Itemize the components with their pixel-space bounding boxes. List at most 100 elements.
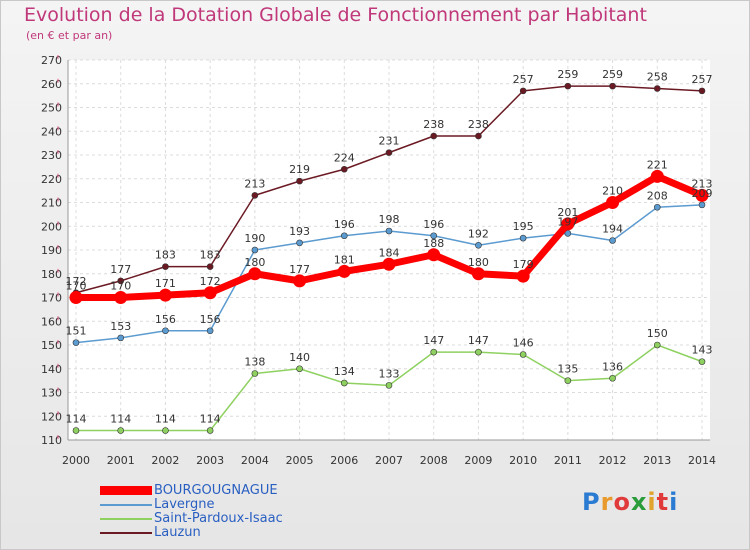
data-label-saint-pardoux-isaac: 140 [289,351,310,364]
data-labels: 172 177 183 183 213 219 224 231 238 238 257 259 259 2… [66,68,713,425]
data-label-lavergne: 193 [289,225,310,238]
data-label-lavergne: 198 [379,213,400,226]
proxiti-logo: Proxiti [582,488,678,516]
point-lauzun [385,149,393,156]
point-bourgougnague [114,291,128,304]
y-tick-label: 170 [41,292,62,305]
point-bourgougnague [695,188,709,202]
point-saint-pardoux-isaac [206,427,214,434]
y-tick-label: 240 [41,125,62,138]
x-tick-label: 2011 [554,454,582,467]
x-tick-label: 2014 [688,454,716,467]
point-saint-pardoux-isaac [653,341,661,349]
data-label-lauzun: 224 [334,151,355,164]
x-tick-label: 2003 [196,454,224,467]
data-label-lauzun: 183 [200,249,221,262]
legend-label-bourgougnague: BOURGOUGNAGUE [154,483,278,498]
point-bourgougnague [69,291,83,304]
data-label-saint-pardoux-isaac: 114 [66,413,87,426]
point-lavergne [698,201,706,209]
x-tick-label: 2006 [330,454,358,467]
data-label-bourgougnague: 210 [602,185,623,198]
point-saint-pardoux-isaac [698,358,706,365]
data-label-bourgougnague: 179 [513,258,534,271]
legend-label-lauzun: Lauzun [154,525,201,540]
y-tick-label: 120 [41,410,62,423]
data-label-lavergne: 196 [423,218,444,231]
chart-subtitle: (en € et par an) [26,29,113,42]
y-tick-label: 150 [41,339,62,352]
x-tick-label: 2012 [599,454,627,467]
y-tick-label: 140 [41,363,62,376]
point-saint-pardoux-isaac [475,348,482,356]
data-label-lavergne: 153 [110,320,131,333]
logo-letter: x [630,488,648,516]
axes: 110 120 130 140 150 160 170 180 190 200 210 220 230 2… [41,54,716,467]
chart-title: Evolution de la Dotation Globale de Fonc… [24,4,647,26]
point-saint-pardoux-isaac [385,382,393,389]
point-lauzun [340,165,348,173]
logo-letter: r [600,488,614,516]
point-lauzun [653,85,661,92]
data-label-saint-pardoux-isaac: 134 [334,365,355,378]
data-label-saint-pardoux-isaac: 136 [602,360,623,373]
point-lauzun [609,82,616,90]
data-label-lavergne: 156 [155,313,176,326]
data-label-lauzun: 257 [513,73,534,86]
x-tick-label: 2000 [62,454,90,467]
data-label-lavergne: 194 [602,223,623,236]
x-tick-label: 2009 [464,454,492,467]
point-saint-pardoux-isaac [609,374,616,382]
point-lauzun [475,132,482,140]
y-tick-label: 210 [41,197,62,210]
y-tick-label: 230 [41,149,62,162]
line-chart: 110 120 130 140 150 160 170 180 190 200 210 220 230 2… [41,54,716,467]
x-tick-label: 2008 [420,454,448,467]
data-label-lauzun: 177 [110,263,131,276]
point-saint-pardoux-isaac [162,427,169,434]
data-label-bourgougnague: 201 [557,206,578,219]
legend-swatch-lauzun [100,532,152,534]
data-label-bourgougnague: 170 [110,280,131,293]
logo-letter: o [613,488,631,516]
y-tick-label: 270 [41,54,62,67]
point-bourgougnague [337,264,351,278]
logo-letter: t [656,488,670,516]
data-label-lauzun: 257 [692,73,713,86]
data-label-lavergne: 195 [513,220,534,233]
point-bourgougnague [650,169,664,183]
point-lavergne [430,232,438,240]
point-bourgougnague [427,248,441,262]
point-lauzun [251,192,259,199]
data-label-lauzun: 183 [155,249,176,262]
point-saint-pardoux-isaac [117,427,125,434]
point-saint-pardoux-isaac [519,351,527,358]
data-label-lavergne: 151 [66,325,87,338]
data-label-lauzun: 238 [423,118,444,131]
y-tick-label: 250 [41,102,62,115]
point-lavergne [206,327,214,335]
grid [68,59,710,441]
data-label-saint-pardoux-isaac: 114 [110,413,131,426]
data-label-saint-pardoux-isaac: 147 [468,334,489,347]
x-tick-label: 2005 [286,454,314,467]
point-lavergne [519,234,527,242]
y-tick-label: 130 [41,387,62,400]
data-label-saint-pardoux-isaac: 133 [379,367,400,380]
data-label-bourgougnague: 188 [423,237,444,250]
data-label-lavergne: 208 [647,189,668,202]
point-lavergne [162,327,169,335]
point-lauzun [296,177,303,185]
point-bourgougnague [382,257,396,271]
data-label-bourgougnague: 180 [468,256,489,269]
point-lauzun [162,263,169,270]
data-label-saint-pardoux-isaac: 150 [647,327,668,340]
data-label-bourgougnague: 172 [200,275,221,288]
data-label-saint-pardoux-isaac: 135 [557,363,578,376]
data-label-lavergne: 190 [244,232,265,245]
data-label-lavergne: 196 [334,218,355,231]
data-label-lauzun: 231 [379,135,400,148]
point-saint-pardoux-isaac [430,348,438,356]
data-label-lauzun: 259 [557,68,578,81]
logo-letter: P [582,488,601,516]
